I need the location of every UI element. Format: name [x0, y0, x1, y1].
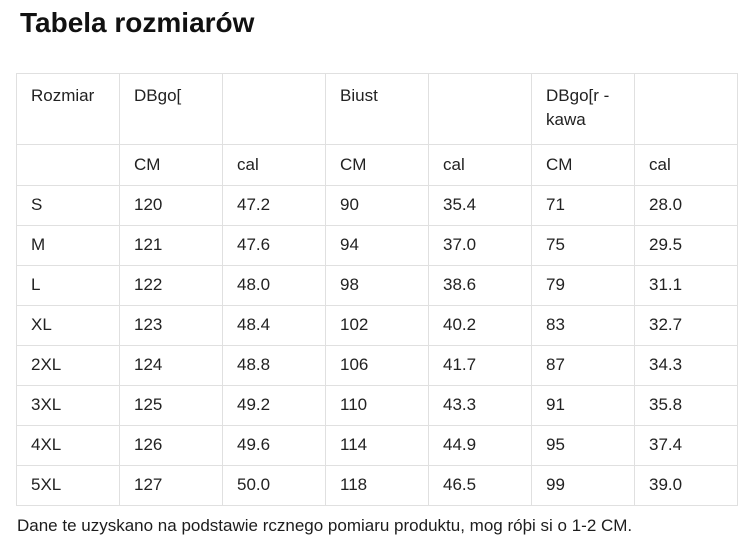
header-cell-empty	[428, 72, 532, 145]
value-cell: 40.2	[428, 304, 532, 346]
value-cell: 48.4	[222, 304, 326, 346]
header-cell-empty	[634, 72, 738, 145]
size-table: Rozmiar DBgo[ Biust DBgo[r - kawa CM cal…	[16, 72, 738, 506]
value-cell: 47.2	[222, 184, 326, 226]
unit-cell-cm: CM	[531, 143, 635, 186]
value-cell: 41.7	[428, 344, 532, 386]
value-cell: 49.6	[222, 424, 326, 466]
value-cell: 127	[119, 464, 223, 506]
value-cell: 50.0	[222, 464, 326, 506]
value-cell: 35.8	[634, 384, 738, 426]
size-cell: 5XL	[16, 464, 120, 506]
value-cell: 34.3	[634, 344, 738, 386]
value-cell: 124	[119, 344, 223, 386]
value-cell: 29.5	[634, 224, 738, 266]
value-cell: 83	[531, 304, 635, 346]
value-cell: 99	[531, 464, 635, 506]
value-cell: 37.0	[428, 224, 532, 266]
value-cell: 91	[531, 384, 635, 426]
value-cell: 48.8	[222, 344, 326, 386]
table-row-3xl: 3XL 125 49.2 110 43.3 91 35.8	[16, 384, 738, 426]
value-cell: 49.2	[222, 384, 326, 426]
value-cell: 106	[325, 344, 429, 386]
value-cell: 79	[531, 264, 635, 306]
size-cell: L	[16, 264, 120, 306]
value-cell: 126	[119, 424, 223, 466]
header-cell-dlugosc: DBgo[	[119, 72, 223, 145]
table-row-5xl: 5XL 127 50.0 118 46.5 99 39.0	[16, 464, 738, 506]
footer-note: Dane te uzyskano na podstawie rcznego po…	[17, 515, 633, 535]
value-cell: 28.0	[634, 184, 738, 226]
table-header-row-units: CM cal CM cal CM cal	[16, 143, 738, 186]
unit-cell-cal: cal	[222, 143, 326, 186]
value-cell: 94	[325, 224, 429, 266]
header-cell-empty	[222, 72, 326, 145]
size-cell: M	[16, 224, 120, 266]
size-cell: XL	[16, 304, 120, 346]
value-cell: 120	[119, 184, 223, 226]
value-cell: 32.7	[634, 304, 738, 346]
value-cell: 39.0	[634, 464, 738, 506]
value-cell: 90	[325, 184, 429, 226]
table-row-m: M 121 47.6 94 37.0 75 29.5	[16, 224, 738, 266]
page-title: Tabela rozmiarów	[20, 7, 255, 38]
unit-cell-cal: cal	[428, 143, 532, 186]
value-cell: 114	[325, 424, 429, 466]
value-cell: 125	[119, 384, 223, 426]
value-cell: 75	[531, 224, 635, 266]
value-cell: 46.5	[428, 464, 532, 506]
value-cell: 37.4	[634, 424, 738, 466]
table-header-row-labels: Rozmiar DBgo[ Biust DBgo[r - kawa	[16, 72, 738, 145]
table-row-l: L 122 48.0 98 38.6 79 31.1	[16, 264, 738, 306]
size-cell: S	[16, 184, 120, 226]
value-cell: 122	[119, 264, 223, 306]
value-cell: 71	[531, 184, 635, 226]
header-cell-biust: Biust	[325, 72, 429, 145]
value-cell: 48.0	[222, 264, 326, 306]
table-row-xl: XL 123 48.4 102 40.2 83 32.7	[16, 304, 738, 346]
value-cell: 110	[325, 384, 429, 426]
value-cell: 123	[119, 304, 223, 346]
unit-cell-empty	[16, 143, 120, 186]
unit-cell-cm: CM	[325, 143, 429, 186]
value-cell: 43.3	[428, 384, 532, 426]
value-cell: 95	[531, 424, 635, 466]
unit-cell-cm: CM	[119, 143, 223, 186]
table-row-4xl: 4XL 126 49.6 114 44.9 95 37.4	[16, 424, 738, 466]
value-cell: 102	[325, 304, 429, 346]
size-cell: 3XL	[16, 384, 120, 426]
value-cell: 35.4	[428, 184, 532, 226]
header-cell-dlugosc-rekawa: DBgo[r - kawa	[531, 72, 635, 145]
value-cell: 87	[531, 344, 635, 386]
value-cell: 47.6	[222, 224, 326, 266]
value-cell: 31.1	[634, 264, 738, 306]
value-cell: 98	[325, 264, 429, 306]
table-row-2xl: 2XL 124 48.8 106 41.7 87 34.3	[16, 344, 738, 386]
size-cell: 2XL	[16, 344, 120, 386]
unit-cell-cal: cal	[634, 143, 738, 186]
value-cell: 118	[325, 464, 429, 506]
table-row-s: S 120 47.2 90 35.4 71 28.0	[16, 184, 738, 226]
size-cell: 4XL	[16, 424, 120, 466]
value-cell: 121	[119, 224, 223, 266]
header-cell-rozmiar: Rozmiar	[16, 72, 120, 145]
value-cell: 38.6	[428, 264, 532, 306]
value-cell: 44.9	[428, 424, 532, 466]
